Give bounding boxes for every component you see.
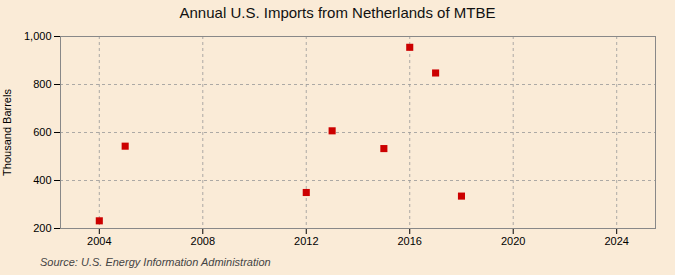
svg-text:1,000: 1,000 — [24, 30, 52, 42]
svg-text:2012: 2012 — [294, 235, 318, 247]
svg-text:800: 800 — [33, 78, 51, 90]
svg-text:2020: 2020 — [501, 235, 525, 247]
svg-text:600: 600 — [33, 126, 51, 138]
svg-text:2008: 2008 — [191, 235, 215, 247]
html-text:Source: U.S. Energy Informatio: Source: U.S. Energy Information Administ… — [40, 256, 271, 268]
svg-text:2004: 2004 — [87, 235, 111, 247]
svg-text:200: 200 — [33, 222, 51, 234]
svg-text:400: 400 — [33, 174, 51, 186]
svg-text:Thousand Barrels: Thousand Barrels — [1, 89, 13, 176]
svg-text:2016: 2016 — [397, 235, 421, 247]
svg-text:2024: 2024 — [604, 235, 628, 247]
html-text:Annual U.S. Imports from Nethe: Annual U.S. Imports from Netherlands of … — [179, 4, 496, 21]
